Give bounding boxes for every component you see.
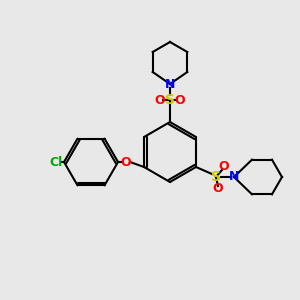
Text: O: O (213, 182, 223, 196)
Text: O: O (121, 155, 131, 169)
Text: O: O (219, 160, 229, 173)
Text: S: S (211, 170, 221, 184)
Text: O: O (175, 94, 185, 106)
Text: N: N (229, 170, 239, 184)
Text: S: S (165, 93, 175, 107)
Text: Cl: Cl (50, 155, 63, 169)
Text: N: N (165, 77, 175, 91)
Text: O: O (155, 94, 165, 106)
